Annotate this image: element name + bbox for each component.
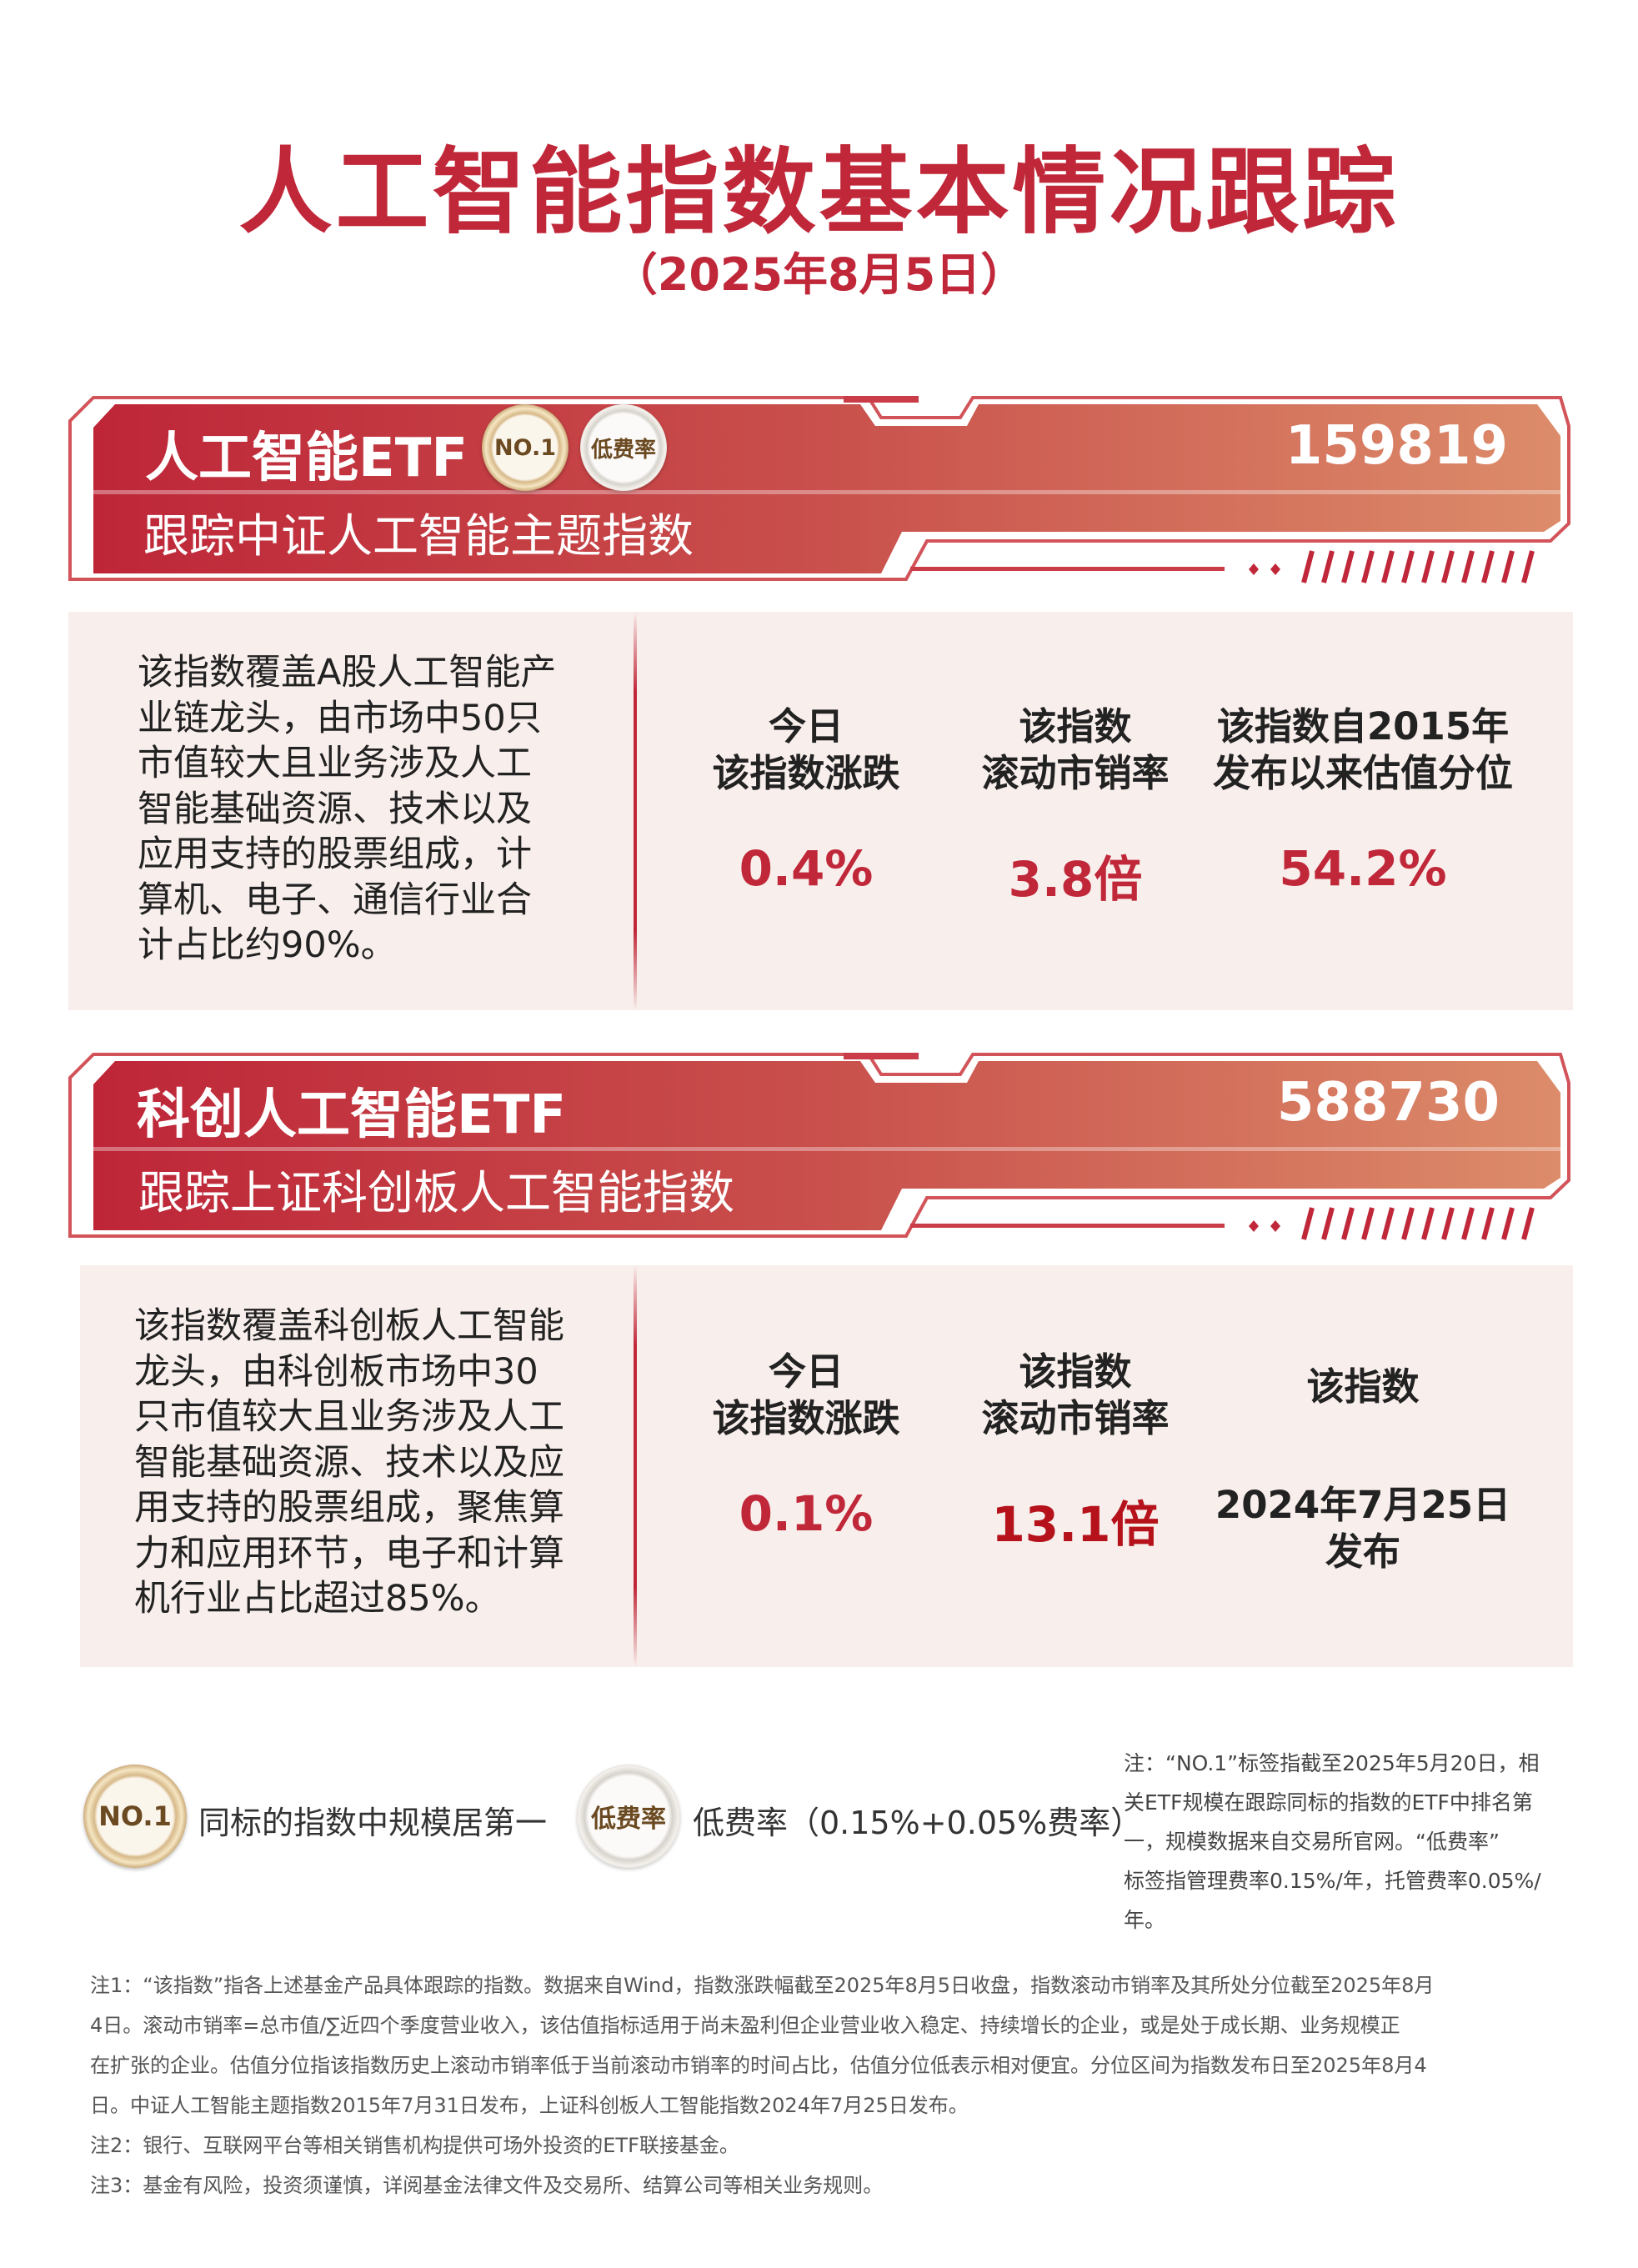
metric-label: 该指数 bbox=[1019, 1349, 1132, 1394]
desc-line: 龙头，由科创板市场中30 bbox=[134, 1350, 538, 1393]
stripe-decoration bbox=[1401, 550, 1415, 583]
desc-line: 业链龙头，由市场中50只 bbox=[138, 697, 542, 739]
divider bbox=[634, 1265, 637, 1667]
metric-label: 该指数 bbox=[1306, 1364, 1420, 1409]
stripe-decoration bbox=[1381, 550, 1395, 583]
fund-code: 588730 bbox=[1276, 1072, 1500, 1134]
legend-low-fee-text: 低费率（0.15%+0.05%费率） bbox=[693, 1805, 1143, 1841]
tracking-index: 跟踪上证科创板人工智能指数 bbox=[138, 1166, 735, 1219]
stripe-decoration bbox=[1501, 550, 1515, 583]
stripe-decoration bbox=[1501, 1207, 1515, 1240]
footnote-3: 注3：基金有风险，投资须谨慎，详阅基金法律文件及交易所、结算公司等相关业务规则。 bbox=[90, 2174, 884, 2197]
metric-label: 该指数涨跌 bbox=[712, 1396, 900, 1440]
stripe-decoration bbox=[1341, 550, 1355, 583]
metric-label: 滚动市销率 bbox=[981, 1396, 1170, 1440]
metric-label: 今日 bbox=[768, 704, 844, 748]
desc-line: 用支持的股票组成，聚焦算 bbox=[134, 1487, 564, 1529]
fund-name: 科创人工智能ETF bbox=[137, 1084, 567, 1146]
desc-line: 智能基础资源、技术以及应 bbox=[134, 1441, 564, 1484]
note-line: 注：“NO.1”标签指截至2025年5月20日，相 bbox=[1124, 1751, 1540, 1775]
badge-note: 注：“NO.1”标签指截至2025年5月20日，相 关ETF规模在跟踪同标的指数… bbox=[1124, 1744, 1574, 1940]
stripe-decoration bbox=[1421, 550, 1435, 583]
stripe-decoration bbox=[1301, 550, 1315, 583]
stripe-decoration bbox=[1461, 550, 1475, 583]
report-date: （2025年8月5日） bbox=[612, 248, 1026, 301]
stripe-decoration bbox=[1481, 550, 1495, 583]
stripe-decoration bbox=[1421, 1207, 1435, 1240]
metric-label: 该指数涨跌 bbox=[712, 751, 900, 795]
fund-banner-2 bbox=[68, 1051, 1571, 1240]
desc-line: 应用支持的股票组成，计 bbox=[138, 834, 532, 875]
desc-line: 该指数覆盖A股人工智能产 bbox=[138, 652, 557, 693]
stripe-decoration bbox=[1341, 1207, 1355, 1240]
stripe-decoration bbox=[1441, 1207, 1455, 1240]
footnote-line: 日。中证人工智能主题指数2015年7月31日发布，上证科创板人工智能指数2024… bbox=[90, 2094, 969, 2117]
footnotes: 注1：“该指数”指各上述基金产品具体跟踪的指数。数据来自Wind，指数涨跌幅截至… bbox=[90, 1965, 1574, 2205]
footnote-line: 4日。滚动市销率=总市值/∑近四个季度营业收入，该估值指标适用于尚未盈利但企业营… bbox=[90, 2014, 1400, 2037]
stripe-decoration bbox=[1361, 550, 1375, 583]
desc-line: 机行业占比超过85%。 bbox=[134, 1578, 501, 1620]
note-line: 一，规模数据来自交易所官网。“低费率” bbox=[1124, 1830, 1500, 1854]
metric-label: 滚动市销率 bbox=[981, 751, 1170, 795]
desc-line: 计占比约90%。 bbox=[138, 924, 397, 966]
metric-daily-change: 今日 该指数涨跌 0.4% bbox=[664, 703, 948, 897]
desc-line: 智能基础资源、技术以及 bbox=[138, 788, 532, 830]
desc-line: 该指数覆盖科创板人工智能 bbox=[134, 1305, 564, 1347]
metric-label: 发布以来估值分位 bbox=[1212, 751, 1513, 795]
note-line: 标签指管理费率0.15%/年，托管费率0.05%/ bbox=[1124, 1869, 1541, 1893]
desc-line: 力和应用环节，电子和计算 bbox=[134, 1532, 564, 1575]
metric-daily-change: 今日 该指数涨跌 0.1% bbox=[664, 1349, 948, 1542]
index-description: 该指数覆盖科创板人工智能 龙头，由科创板市场中30 只市值较大且业务涉及人工 智… bbox=[134, 1304, 564, 1622]
metric-value: 54.2% bbox=[1279, 840, 1447, 897]
metric-value: 0.4% bbox=[739, 840, 874, 897]
banner-frame bbox=[68, 1053, 1570, 1240]
metric-value: 0.1% bbox=[739, 1485, 874, 1542]
index-description: 该指数覆盖A股人工智能产 业链龙头，由市场中50只 市值较大且业务涉及人工 智能… bbox=[138, 650, 556, 969]
metric-publish-date: 该指数 2024年7月25日 发布 bbox=[1180, 1364, 1546, 1575]
metric-value: 3.8倍 bbox=[1008, 851, 1143, 908]
note-line: 年。 bbox=[1124, 1908, 1166, 1932]
footnote-line: 注1：“该指数”指各上述基金产品具体跟踪的指数。数据来自Wind，指数涨跌幅截至… bbox=[90, 1974, 1435, 1997]
banner-frame bbox=[68, 396, 1570, 583]
divider bbox=[634, 612, 637, 1010]
desc-line: 市值较大且业务涉及人工 bbox=[138, 743, 532, 784]
fund-code: 159819 bbox=[1285, 415, 1508, 477]
stripe-decoration bbox=[1321, 550, 1335, 583]
metric-label: 该指数自2015年 bbox=[1216, 704, 1510, 748]
metric-value: 13.1倍 bbox=[991, 1496, 1160, 1553]
metric-value: 2024年7月25日 bbox=[1215, 1483, 1511, 1527]
stripe-decoration bbox=[1321, 1207, 1335, 1240]
stripe-decoration bbox=[1361, 1207, 1375, 1240]
metric-ps-ratio: 该指数 滚动市销率 3.8倍 bbox=[934, 703, 1217, 910]
fund-name: 人工智能ETF bbox=[145, 428, 468, 489]
stripe-decoration bbox=[1401, 1207, 1415, 1240]
page-title: 人工智能指数基本情况跟踪 bbox=[238, 138, 1400, 247]
tracking-index: 跟踪中证人工智能主题指数 bbox=[143, 509, 694, 563]
stripe-decoration bbox=[1381, 1207, 1395, 1240]
stripe-decoration bbox=[1301, 1207, 1315, 1240]
metric-label: 今日 bbox=[768, 1349, 844, 1394]
footnote-line: 在扩张的企业。估值分位指该指数历史上滚动市销率低于当前滚动市销率的时间占比，估值… bbox=[90, 2054, 1427, 2077]
index-info-panel-1: 该指数覆盖A股人工智能产 业链龙头，由市场中50只 市值较大且业务涉及人工 智能… bbox=[68, 612, 1573, 1010]
stripe-decoration bbox=[1521, 1207, 1535, 1240]
fund-banner-1 bbox=[68, 394, 1571, 583]
desc-line: 算机、电子、通信行业合 bbox=[138, 879, 532, 921]
low-fee-seal-icon: 低费率 bbox=[580, 404, 667, 491]
low-fee-seal-icon: 低费率 bbox=[577, 1765, 680, 1868]
metric-label: 该指数 bbox=[1019, 704, 1132, 748]
stripe-decoration bbox=[1521, 550, 1535, 583]
metric-value: 发布 bbox=[1325, 1530, 1400, 1574]
stripe-decoration bbox=[1461, 1207, 1475, 1240]
index-info-panel-2: 该指数覆盖科创板人工智能 龙头，由科创板市场中30 只市值较大且业务涉及人工 智… bbox=[80, 1265, 1573, 1667]
stripe-decoration bbox=[1441, 550, 1455, 583]
no1-medal-icon: NO.1 bbox=[83, 1765, 187, 1868]
no1-medal-icon: NO.1 bbox=[482, 404, 569, 491]
desc-line: 只市值较大且业务涉及人工 bbox=[134, 1396, 564, 1438]
footnote-2: 注2：银行、互联网平台等相关销售机构提供可场外投资的ETF联接基金。 bbox=[90, 2134, 739, 2157]
metric-valuation-percentile: 该指数自2015年 发布以来估值分位 54.2% bbox=[1180, 703, 1546, 897]
legend-no1-text: 同标的指数中规模居第一 bbox=[198, 1805, 548, 1841]
note-line: 关ETF规模在跟踪同标的指数的ETF中排名第 bbox=[1124, 1790, 1533, 1815]
stripe-decoration bbox=[1481, 1207, 1495, 1240]
metric-ps-ratio: 该指数 滚动市销率 13.1倍 bbox=[934, 1349, 1217, 1555]
